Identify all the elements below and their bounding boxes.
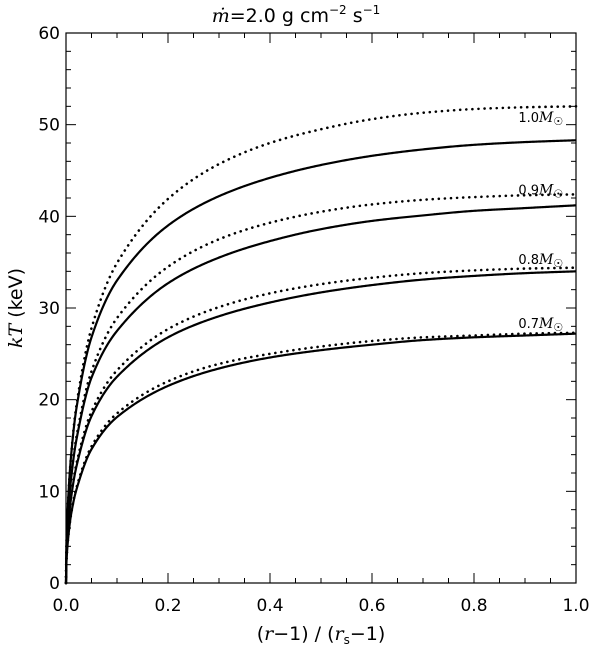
curve-labels: 1.0M☉ 0.9M☉ 0.8M☉ 0.7M☉	[518, 110, 563, 334]
axis-ticks	[65, 32, 577, 584]
y-tick-label: 0	[49, 574, 60, 594]
series-line-0.8-dotted	[64, 266, 578, 585]
y-tick-label: 20	[38, 391, 60, 411]
series-line-0.9-solid	[64, 204, 577, 584]
series-line-1.0-dotted	[64, 105, 578, 585]
y-tick-label: 60	[38, 24, 60, 44]
series-line-0.9-dotted	[64, 193, 578, 585]
curve-label: 1.0M☉	[518, 110, 563, 128]
series-line-0.8-solid	[64, 270, 577, 584]
title-mdot-symbol: ṁ	[212, 5, 230, 27]
title-exp1: −2	[329, 3, 347, 17]
y-tick-label: 10	[38, 482, 60, 502]
title-exp2: −1	[363, 3, 381, 17]
x-tick-label: 0.4	[256, 596, 283, 616]
y-tick-label: 40	[38, 207, 60, 227]
curve-label: 0.8M☉	[518, 252, 563, 270]
y-tick-label: 50	[38, 116, 60, 136]
x-tick-label: 0.2	[154, 596, 181, 616]
title-s: s	[347, 5, 363, 27]
tick-labels: 0.0 0.2 0.4 0.6 0.8 1.0 0 10 20 30 40 50 60	[38, 24, 589, 616]
plot-frame	[65, 32, 577, 584]
x-tick-label: 0.0	[52, 596, 79, 616]
y-axis-label: kT (keV)	[5, 268, 27, 348]
x-tick-label: 1.0	[562, 596, 589, 616]
x-tick-label: 0.8	[460, 596, 487, 616]
title-value: =2.0 g cm	[230, 5, 329, 27]
x-axis-label: (r−1) / (rs−1)	[257, 623, 386, 645]
series-line-1.0-solid	[64, 139, 577, 584]
series-lines	[64, 105, 578, 585]
curve-label: 0.7M☉	[518, 316, 563, 334]
chart-title: ṁ=2.0 g cm−2 s−1	[212, 3, 381, 27]
y-tick-label: 30	[38, 299, 60, 319]
curve-label: 0.9M☉	[518, 182, 563, 200]
series-line-0.7-dotted	[64, 331, 578, 585]
series-line-0.7-solid	[64, 332, 577, 584]
x-tick-label: 0.6	[358, 596, 385, 616]
